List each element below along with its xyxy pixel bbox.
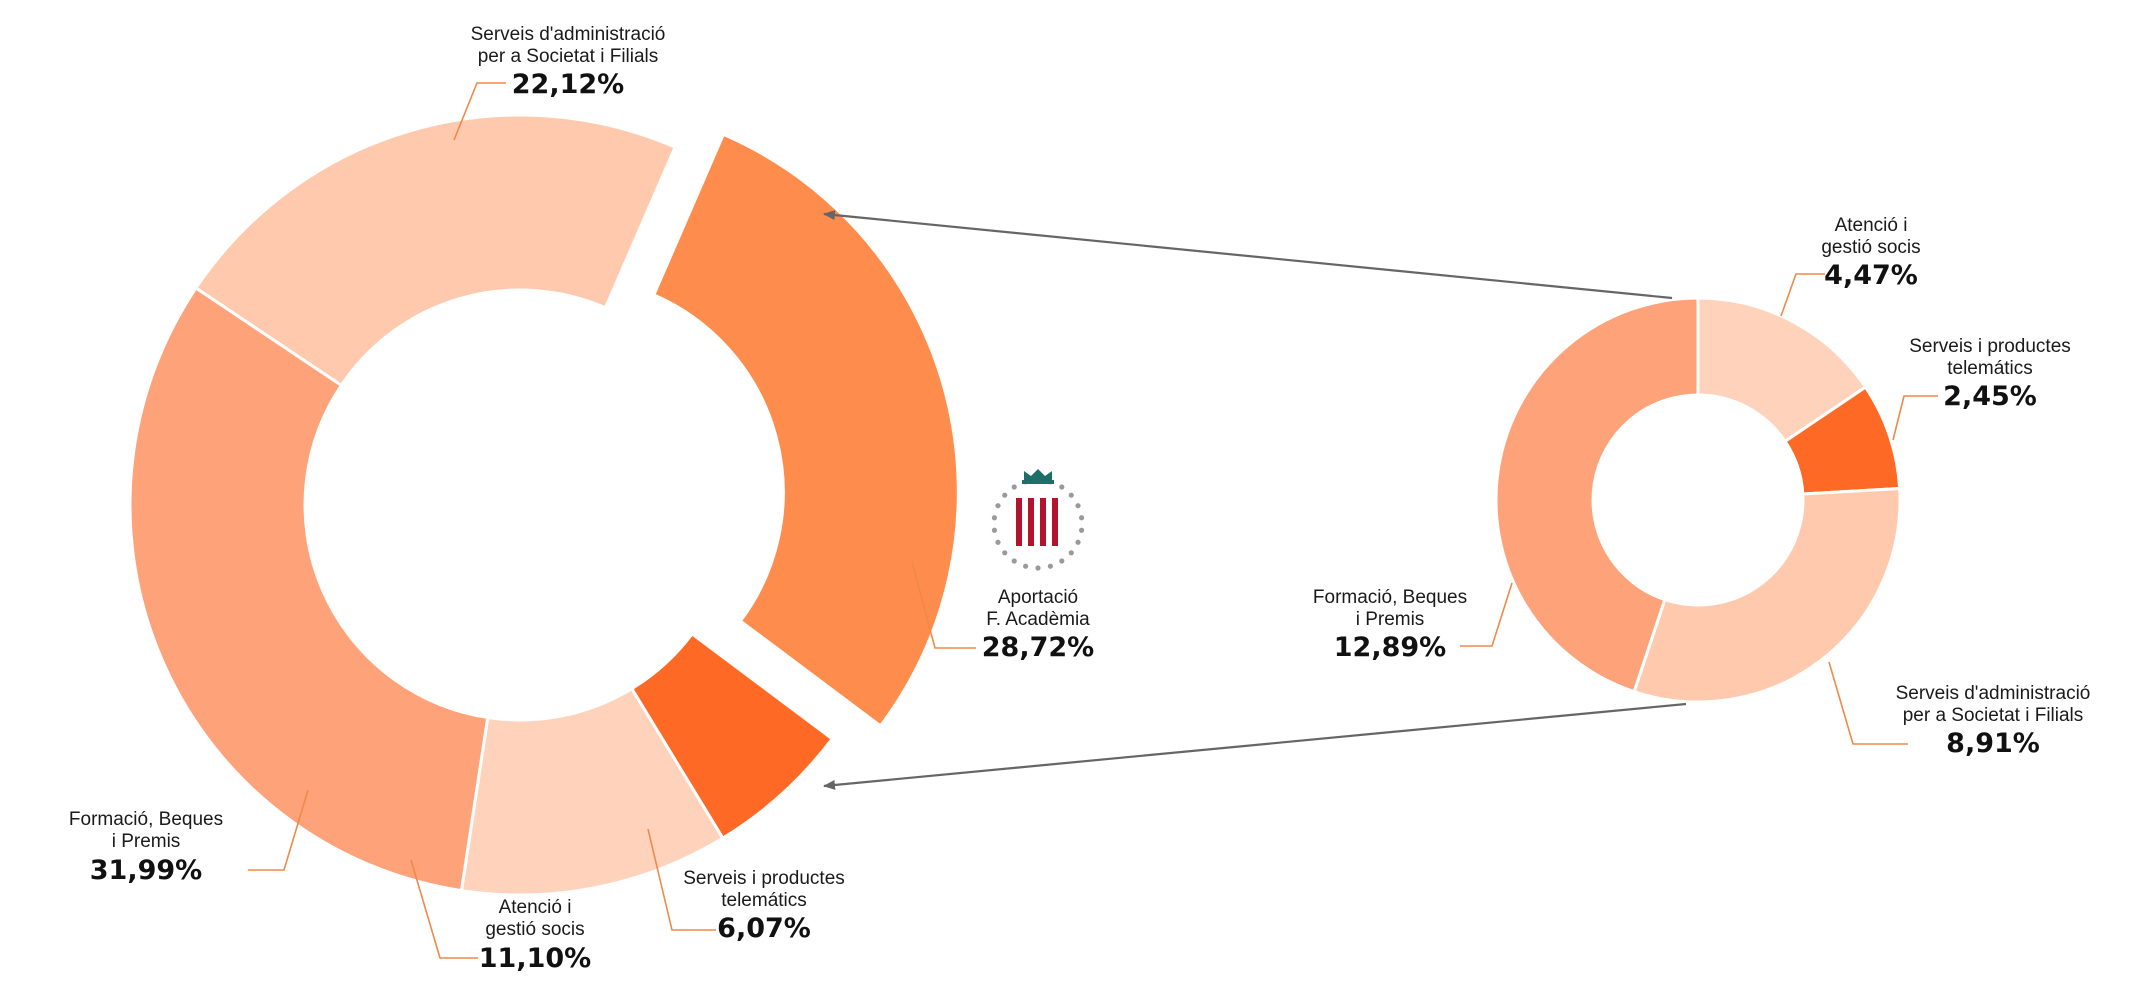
leader-line xyxy=(911,561,976,649)
value-label: 31,99% xyxy=(90,855,202,886)
slice-label-small-formacio: Formació, Beques i Premis 12,89% xyxy=(1313,582,1513,663)
label-line: Serveis i productes xyxy=(1909,336,2071,357)
emblem-dot xyxy=(1002,492,1008,498)
main-donut-chart xyxy=(128,113,960,897)
emblem-dot xyxy=(991,515,998,521)
slice-label-formacio: Formació, Beques i Premis 31,99% xyxy=(69,789,309,886)
label-line: Serveis d'administració xyxy=(471,24,666,45)
emblem-dot xyxy=(1068,550,1074,556)
label-line: i Premis xyxy=(1356,609,1425,630)
label-line: Atenció i xyxy=(499,897,572,918)
leader-line xyxy=(453,82,506,141)
emblem-dot xyxy=(995,539,1001,545)
small-donut-chart xyxy=(1494,296,1902,704)
slice-label-serveis-productes: Serveis i productes telemátics 6,07% xyxy=(647,828,845,944)
emblem-dot xyxy=(1078,527,1085,533)
slice-label-aportacio: Aportació F. Acadèmia 28,72% xyxy=(911,561,1094,663)
label-line: telemátics xyxy=(1947,358,2033,379)
emblem-dot xyxy=(1068,492,1074,498)
emblem-dot xyxy=(1047,563,1053,569)
slice-label-small-serveis-administracio: Serveis d'administració per a Societat i… xyxy=(1828,661,2091,759)
value-label: 2,45% xyxy=(1943,381,2037,412)
emblem-dot xyxy=(1075,503,1081,509)
connector-arrow-top xyxy=(823,210,1673,300)
slice-label-serveis-administracio: Serveis d'administració per a Societat i… xyxy=(453,24,666,141)
value-label: 12,89% xyxy=(1334,632,1446,663)
leader-line xyxy=(1828,661,1908,745)
slice-serveis-d-administracio-per-a-societat-i-filials xyxy=(1632,486,1902,704)
label-line: Aportació xyxy=(998,587,1078,608)
slice-label-small-atencio: Atenció i gestió socis 4,47% xyxy=(1780,215,1921,317)
emblem-dot xyxy=(1075,539,1081,545)
leader-line xyxy=(410,859,478,959)
academy-emblem-icon xyxy=(991,469,1085,571)
emblem-dot xyxy=(991,527,998,533)
label-line: gestió socis xyxy=(485,919,584,940)
leader-line xyxy=(647,828,716,931)
value-label: 11,10% xyxy=(479,943,591,974)
emblem-dot xyxy=(1002,550,1008,556)
slice-serveis-d-administracio-per-a-societat-i-filials xyxy=(193,113,678,388)
leader-line xyxy=(1780,273,1825,317)
emblem-dot xyxy=(1059,558,1065,564)
value-label: 8,91% xyxy=(1946,728,2040,759)
emblem-dot xyxy=(1011,484,1017,490)
label-line: Serveis i productes xyxy=(683,868,845,889)
label-line: gestió socis xyxy=(1821,237,1920,258)
slice-aportacio-f-academia xyxy=(651,132,960,729)
emblem-dot xyxy=(1011,558,1017,564)
label-line: Formació, Beques xyxy=(69,809,223,830)
value-label: 6,07% xyxy=(717,913,811,944)
leader-line xyxy=(1460,582,1513,647)
emblem-dot xyxy=(1023,563,1029,569)
connector-arrow-bottom xyxy=(823,702,1687,790)
slice-formacio-beques-i-premis xyxy=(128,285,490,893)
label-line: telemátics xyxy=(721,890,807,911)
emblem-dot xyxy=(1059,484,1065,490)
slice-formacio-beques-i-premis xyxy=(1494,296,1700,694)
slice-label-small-serveis-productes: Serveis i productes telemátics 2,45% xyxy=(1892,336,2071,441)
emblem-dot xyxy=(1078,515,1085,521)
label-line: F. Acadèmia xyxy=(986,609,1090,630)
label-line: per a Societat i Filials xyxy=(1903,705,2084,726)
leader-line xyxy=(248,789,309,871)
slice-label-atencio: Atenció i gestió socis 11,10% xyxy=(410,859,591,974)
label-line: Serveis d'administració xyxy=(1896,683,2091,704)
label-line: per a Societat i Filials xyxy=(478,46,659,67)
value-label: 22,12% xyxy=(512,69,624,100)
value-label: 28,72% xyxy=(982,632,1094,663)
label-line: Atenció i xyxy=(1835,215,1908,236)
leader-line xyxy=(1892,395,1938,441)
emblem-dot xyxy=(995,503,1001,509)
label-line: Formació, Beques xyxy=(1313,587,1467,608)
label-line: i Premis xyxy=(112,831,181,852)
value-label: 4,47% xyxy=(1824,260,1918,291)
emblem-dot xyxy=(1035,565,1041,571)
